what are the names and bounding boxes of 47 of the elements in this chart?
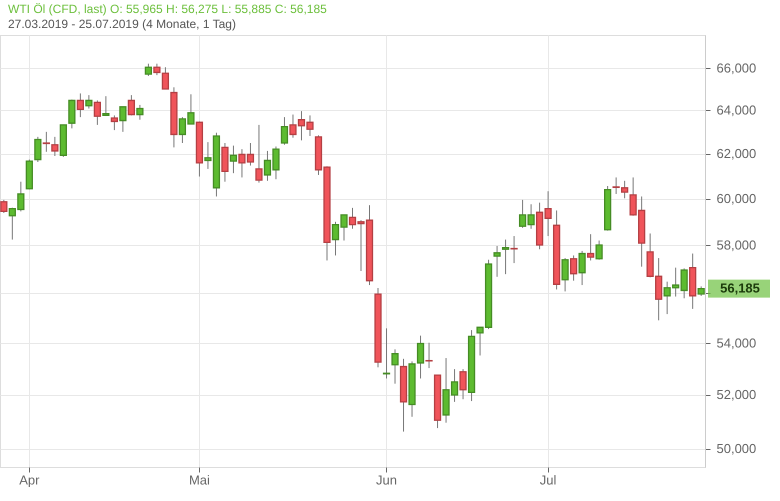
y-tick-label: 62,000: [716, 146, 756, 162]
chart-subtitle: 27.03.2019 - 25.07.2019 (4 Monate, 1 Tag): [8, 17, 236, 31]
text: 56,185: [720, 280, 760, 296]
candlestick: [102, 96, 110, 117]
candlestick: [510, 236, 518, 264]
candlestick: [34, 136, 42, 162]
candlestick: [230, 145, 238, 174]
x-tick-label: Apr: [19, 472, 40, 488]
candlestick: [42, 131, 50, 152]
candlestick: [459, 368, 467, 400]
candlestick: [586, 234, 594, 261]
candlestick: [119, 106, 127, 132]
candlestick: [502, 239, 510, 275]
y-tick-label: 52,000: [716, 387, 756, 402]
candlestick: [391, 348, 399, 384]
candlestick: [0, 199, 8, 214]
candlestick: [698, 286, 705, 296]
candlestick: [128, 94, 136, 116]
x-tick-label: Jun: [376, 472, 397, 488]
candlestick: [110, 114, 118, 131]
candlestick: [68, 99, 76, 129]
candlestick: [595, 240, 603, 260]
candlestick: [76, 92, 84, 118]
candlestick: [51, 136, 58, 156]
candlestick: [144, 63, 152, 76]
candlestick: [136, 104, 144, 120]
x-tick-label: Mai: [188, 472, 210, 488]
candlestick: [561, 258, 569, 292]
candlestick: [493, 245, 501, 278]
candlestick: [85, 94, 92, 110]
candlestick: [425, 342, 433, 369]
y-tick-label: 64,000: [716, 102, 756, 118]
candlestick: [570, 254, 578, 282]
candlestick: [221, 142, 229, 182]
y-tick-label: 60,000: [716, 191, 756, 206]
candlestick: [94, 100, 101, 126]
candlestick: [416, 335, 424, 379]
y-tick-label: 58,000: [716, 238, 756, 253]
y-tick-label: 66,000: [716, 60, 756, 76]
chart-title: WTI Öl (CFD, last) O: 55,965 H: 56,275 L: 55,885 C: 56,185: [8, 2, 328, 16]
candlestick: [578, 250, 586, 286]
candlestick: [280, 116, 288, 146]
y-tick-label: 54,000: [716, 335, 756, 350]
y-tick-label: 50,000: [716, 441, 756, 456]
candlestick: [255, 124, 263, 184]
x-tick-label: Jul: [540, 472, 557, 488]
candlestick: [382, 328, 390, 379]
